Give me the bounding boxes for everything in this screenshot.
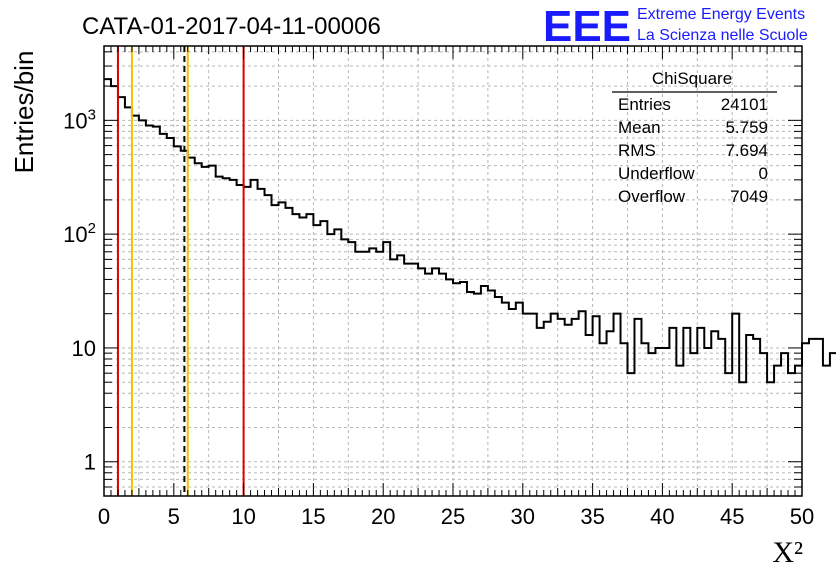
y-axis-label: Entries/bin: [9, 51, 39, 174]
x-tick-label: 50: [790, 504, 814, 529]
y-tick-label: 10: [72, 336, 96, 361]
axis-ticks: [103, 46, 803, 497]
x-tick-label: 5: [168, 504, 180, 529]
logo-letters: EEE: [543, 2, 631, 51]
stats-value-entries: 24101: [721, 95, 768, 114]
logo-line-1: Extreme Energy Events: [637, 6, 805, 23]
stats-label-mean: Mean: [618, 118, 661, 137]
chart-title: CATA-01-2017-04-11-00006: [82, 13, 381, 40]
eee-logo: EEE Extreme Energy Events La Scienza nel…: [543, 2, 808, 51]
x-tick-label: 10: [231, 504, 255, 529]
histogram: [104, 78, 836, 384]
y-tick-label: 103: [63, 106, 96, 133]
histogram-outline: [104, 78, 836, 384]
x-tick-label: 15: [301, 504, 325, 529]
tick-labels: 0 5 10 15 20 25 30 35 40 45 50 1 10 102 103: [63, 106, 814, 529]
x-tick-label: 40: [650, 504, 674, 529]
y-tick-label: 1: [84, 450, 96, 475]
x-tick-label: 0: [98, 504, 110, 529]
stats-label-overflow: Overflow: [618, 187, 686, 206]
stats-value-rms: 7.694: [725, 141, 768, 160]
x-tick-label: 35: [580, 504, 604, 529]
stats-label-entries: Entries: [618, 95, 671, 114]
x-tick-label: 30: [511, 504, 535, 529]
stats-label-underflow: Underflow: [618, 164, 695, 183]
marker-lines: [116, 46, 245, 496]
grid: [104, 46, 802, 497]
x-tick-label: 45: [720, 504, 744, 529]
stats-value-underflow: 0: [759, 164, 768, 183]
plot-frame: [103, 45, 803, 497]
y-tick-label: 102: [63, 220, 96, 247]
stats-value-overflow: 7049: [730, 187, 768, 206]
x-tick-label: 25: [441, 504, 465, 529]
stats-title: ChiSquare: [652, 69, 732, 88]
stats-box: ChiSquare Entries 24101 Mean 5.759 RMS 7…: [612, 69, 777, 206]
stats-value-mean: 5.759: [725, 118, 768, 137]
stats-label-rms: RMS: [618, 141, 656, 160]
logo-line-2: La Scienza nelle Scuole: [637, 27, 808, 44]
x-axis-label: Χ²: [772, 536, 803, 569]
x-tick-label: 20: [371, 504, 395, 529]
